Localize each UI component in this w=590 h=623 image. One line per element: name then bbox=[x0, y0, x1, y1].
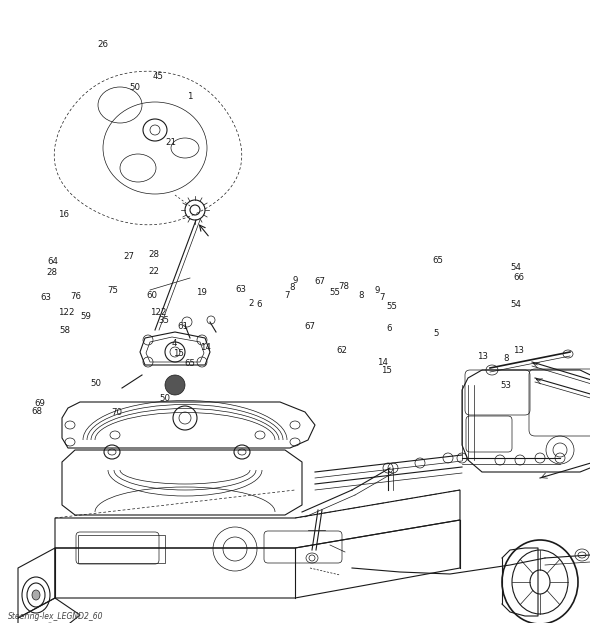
Text: 13: 13 bbox=[477, 352, 488, 361]
Text: 63: 63 bbox=[235, 285, 246, 293]
Text: 70: 70 bbox=[112, 408, 122, 417]
Ellipse shape bbox=[165, 375, 185, 395]
Text: 65: 65 bbox=[185, 359, 195, 368]
Text: 14: 14 bbox=[377, 358, 388, 367]
Text: 63: 63 bbox=[41, 293, 51, 302]
Text: 7: 7 bbox=[284, 291, 290, 300]
Text: 66: 66 bbox=[514, 273, 525, 282]
Text: 62: 62 bbox=[337, 346, 348, 354]
Text: 9: 9 bbox=[375, 286, 381, 295]
Text: 122: 122 bbox=[58, 308, 74, 317]
Text: 55: 55 bbox=[330, 288, 340, 297]
Text: 122: 122 bbox=[150, 308, 166, 317]
Text: 8: 8 bbox=[503, 354, 509, 363]
Text: 15: 15 bbox=[173, 350, 183, 358]
Text: 8: 8 bbox=[289, 283, 295, 292]
Text: 5: 5 bbox=[434, 330, 440, 338]
Ellipse shape bbox=[32, 590, 40, 600]
Text: 67: 67 bbox=[315, 277, 326, 286]
Text: Steering-lex_LEGND2_60: Steering-lex_LEGND2_60 bbox=[8, 612, 103, 621]
Text: 6: 6 bbox=[257, 300, 263, 308]
Text: 7: 7 bbox=[379, 293, 385, 302]
Text: 50: 50 bbox=[90, 379, 101, 388]
Text: 22: 22 bbox=[148, 267, 159, 276]
Text: 50: 50 bbox=[129, 83, 140, 92]
Text: 28: 28 bbox=[148, 250, 159, 259]
Text: 13: 13 bbox=[513, 346, 523, 354]
Text: 45: 45 bbox=[153, 72, 163, 80]
Text: 67: 67 bbox=[305, 322, 316, 331]
Text: 14: 14 bbox=[200, 343, 211, 352]
Text: 55: 55 bbox=[387, 302, 398, 311]
Text: 76: 76 bbox=[70, 292, 81, 301]
Text: 78: 78 bbox=[338, 282, 349, 291]
Text: 50: 50 bbox=[160, 394, 171, 403]
Text: 4: 4 bbox=[171, 340, 177, 348]
Text: 9: 9 bbox=[292, 276, 298, 285]
Text: 54: 54 bbox=[511, 264, 522, 272]
Text: 53: 53 bbox=[501, 381, 512, 389]
Text: 28: 28 bbox=[47, 269, 57, 277]
Text: 59: 59 bbox=[80, 312, 91, 321]
Text: 54: 54 bbox=[511, 300, 522, 308]
Text: 68: 68 bbox=[31, 407, 42, 416]
Text: 75: 75 bbox=[108, 286, 119, 295]
Text: 69: 69 bbox=[35, 399, 45, 408]
Text: 8: 8 bbox=[358, 291, 364, 300]
Text: 26: 26 bbox=[98, 40, 109, 49]
Text: 6: 6 bbox=[386, 325, 392, 333]
Text: 2: 2 bbox=[248, 299, 254, 308]
Text: 35: 35 bbox=[159, 316, 169, 325]
Text: 21: 21 bbox=[166, 138, 176, 146]
Text: 15: 15 bbox=[381, 366, 392, 374]
Text: 27: 27 bbox=[123, 252, 134, 261]
Text: 19: 19 bbox=[196, 288, 207, 297]
Text: 65: 65 bbox=[432, 256, 443, 265]
Text: 16: 16 bbox=[58, 211, 69, 219]
Text: 64: 64 bbox=[48, 257, 58, 266]
Text: 61: 61 bbox=[178, 322, 188, 331]
Text: 60: 60 bbox=[147, 291, 158, 300]
Text: 1: 1 bbox=[187, 92, 193, 101]
Text: 58: 58 bbox=[60, 326, 70, 335]
